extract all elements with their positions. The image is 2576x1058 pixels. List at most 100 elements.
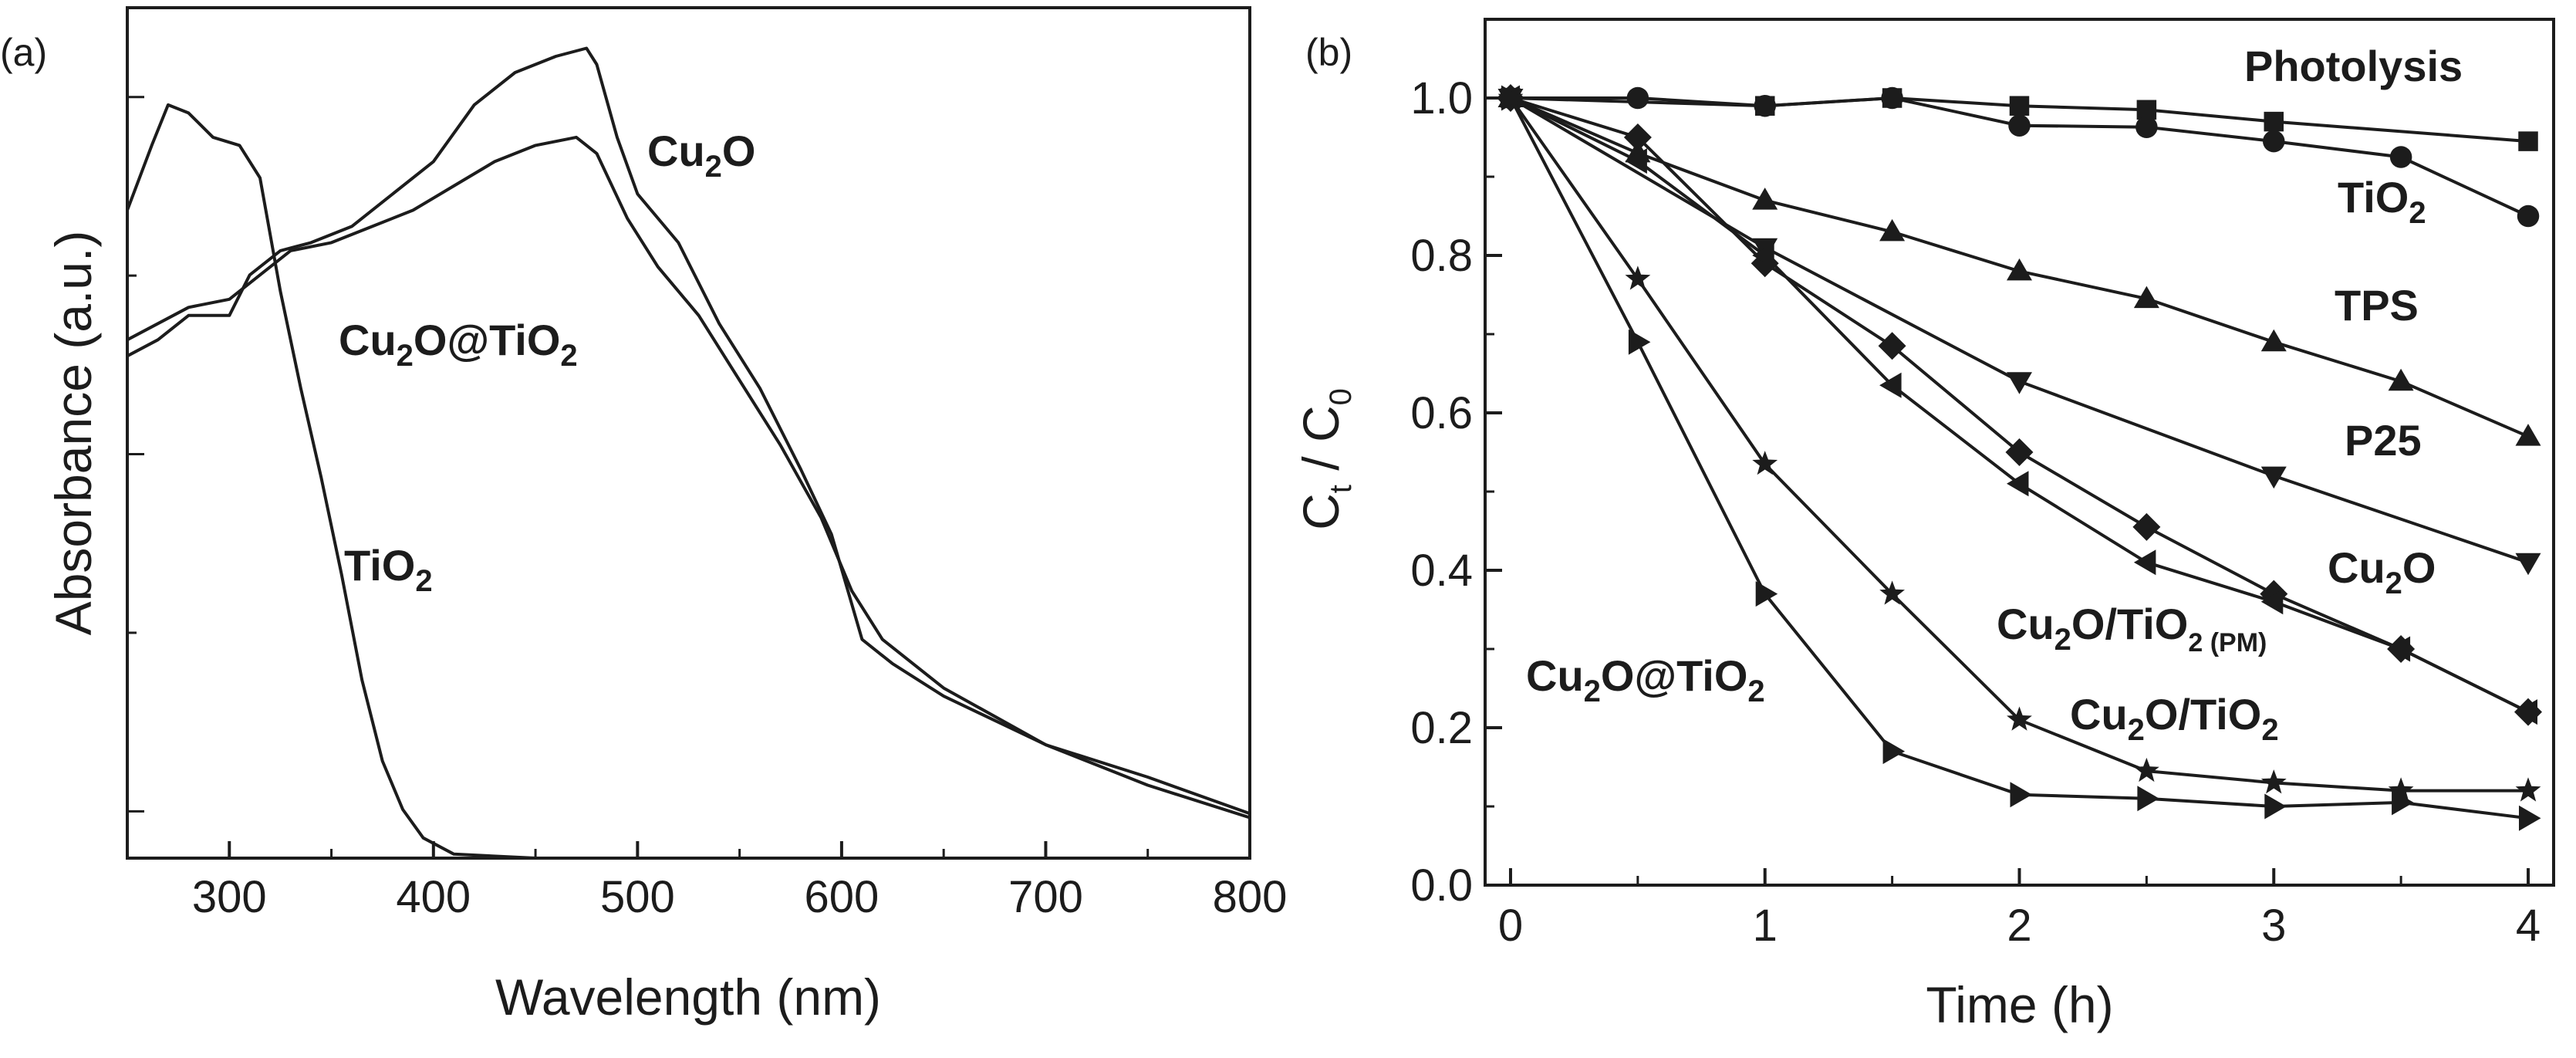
data-point-cu2o-tio2 [1879,580,1905,605]
panel-b-x-axis-title: Time (h) [1926,976,2113,1033]
x-tick-label: 400 [396,872,471,922]
x-tick-label: 500 [600,872,675,922]
label-b-cu2o-tio2-pm: Cu2O/TiO2 (PM) [1997,600,2267,657]
label-b-cu2o-tio2-part: O/TiO [2145,690,2261,739]
data-point-cu2o-tio2 [1501,85,1524,111]
panel-a-curves [126,46,1251,860]
label-a-cu2o-part: O [722,127,756,175]
series-line-p25 [1509,96,2529,564]
label-b-tps: TPS [2335,281,2419,330]
data-point-tio2 [2135,116,2158,138]
data-point-cu2o-tio2 [1628,329,1651,355]
data-point-cu2o-tio2-pm [1752,242,1774,269]
label-b-cu2o-tio2-pm-sub: 2 [2054,623,2071,657]
series-cu2o-tio2-pm [1497,85,2537,725]
label-a-tio2-part: TiO [344,541,415,590]
label-b-cu2o-part: Cu [2328,543,2385,592]
label-a-tio2-sub: 2 [415,564,432,598]
data-point-tps [2007,258,2032,281]
data-point-cu2o-tio2 [1625,265,1651,290]
curve-cu2o-tio2 [127,135,1251,816]
data-point-tio2 [2389,146,2412,168]
label-b-cu2o-tio2-pm-part: Cu [1997,600,2054,648]
label-a-tio2: TiO2 [344,541,433,598]
data-point-tio2 [1881,86,1903,110]
data-point-p25 [2007,372,2032,394]
data-point-cu2o-tio2 [1882,739,1906,765]
label-b-cu2o-at-tio2-sub: 2 [1584,674,1601,708]
label-a-cu2o-sub: 2 [705,150,722,184]
x-tick-label: 2 [2007,901,2031,951]
data-point-cu2o-tio2-pm [2007,471,2029,497]
data-point-cu2o [1623,123,1652,151]
x-tick-label: 4 [2516,901,2541,951]
data-point-tps [2260,329,2287,352]
data-point-cu2o-tio2 [2137,786,2159,812]
panel-b-y-axis-title-part: C [1292,493,1349,530]
y-tick-label: 0.8 [1410,231,1473,281]
label-b-cu2o: Cu2O [2328,543,2436,600]
data-point-cu2o-tio2 [2515,777,2541,802]
data-point-cu2o-tio2 [2519,805,2541,831]
x-tick-label: 3 [2261,901,2286,951]
label-b-cu2o-tio2-pm-part: O/TiO [2071,600,2188,648]
data-point-p25 [2515,553,2541,576]
x-tick-label: 1 [1753,901,1778,951]
data-point-tio2 [1626,86,1649,110]
data-point-cu2o-tio2 [2260,769,2287,794]
data-point-cu2o [2005,438,2034,466]
series-p25 [1497,89,2541,576]
label-b-cu2o-tio2-sub: 2 [2128,713,2145,747]
panel-a: (a) 300 400 500 600 700 800 Wavelength (nm) A… [0,6,1287,1026]
data-point-cu2o-tio2 [2264,793,2287,820]
label-b-cu2o-tio2-pm-sub: 2 (PM) [2188,628,2267,657]
label-b-photolysis: Photolysis [2244,42,2463,90]
panel-b-y-axis-title: Ct / C0 [1292,388,1358,530]
data-point-cu2o-tio2-pm [2133,549,2156,576]
data-point-tio2 [2263,130,2285,153]
label-b-cu2o-part: O [2402,543,2436,592]
data-point-cu2o-tio2 [2007,706,2032,731]
label-b-cu2o-sub: 2 [2385,566,2402,600]
label-a-cu2o-part: Cu [647,127,705,175]
data-point-cu2o-tio2-pm [2515,699,2537,725]
panel-a-x-axis: 300 400 500 600 700 800 [127,96,1287,922]
label-a-cu2o-tio2-part: Cu [339,316,397,364]
panel-b-y-axis-title-sub: t [1324,485,1358,493]
panel-a-x-axis-title: Wavelength (nm) [495,968,881,1026]
label-a-cu2o-tio2-part: O@TiO [414,316,560,364]
label-a-cu2o-tio2-sub: 2 [560,339,577,373]
data-point-tps [1879,218,1906,242]
y-tick-label: 0.2 [1410,703,1473,753]
panel-b-y-axis-title-part: / C [1292,405,1349,485]
data-point-tps [2133,286,2159,309]
curve-tio2 [126,103,1250,860]
y-tick-label: 0.4 [1410,546,1473,596]
label-b-cu2o-tio2-sub: 2 [2261,713,2278,747]
label-b-cu2o-at-tio2-sub: 2 [1747,674,1764,708]
data-point-cu2o-tio2 [1752,451,1778,475]
label-b-cu2o-tio2-part: Cu [2070,690,2128,739]
label-b-tio2: TiO2 [2338,173,2426,230]
x-tick-label: 700 [1008,872,1083,922]
label-a-cu2o: Cu2O [647,127,755,184]
panel-a-label: (a) [0,31,47,74]
data-point-cu2o-tio2 [2010,782,2032,808]
panel-b-y-axis-title-sub: 0 [1324,388,1358,405]
x-tick-label: 600 [805,872,879,922]
label-b-tio2-part: TiO [2338,173,2409,221]
y-tick-label: 0.0 [1410,860,1473,911]
panel-a-y-axis-title: Absorbance (a.u.) [45,231,102,636]
data-point-photolysis [2264,111,2284,132]
data-point-photolysis [2009,96,2030,116]
panel-b: (b) 0 1 2 3 4 0.0 0.2 0.4 0.6 0.8 1.0 Time (h) Ct … [1292,18,2555,1033]
data-point-cu2o-tio2-pm [1625,148,1647,174]
data-point-cu2o-tio2-pm [2260,589,2284,615]
panel-b-label: (b) [1305,31,1352,74]
data-point-cu2o [1878,332,1906,360]
x-tick-label: 300 [192,872,267,922]
data-point-tio2 [1754,94,1776,117]
y-tick-label: 1.0 [1410,73,1473,123]
data-point-tps [1752,188,1778,210]
label-a-cu2o-tio2-sub: 2 [397,339,414,373]
